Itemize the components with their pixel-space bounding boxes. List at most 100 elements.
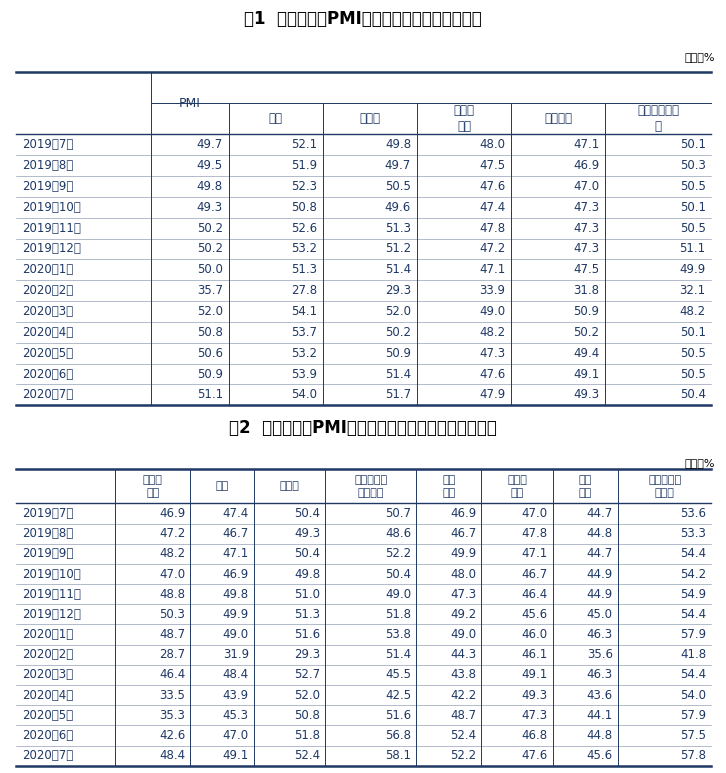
Text: 2020年7月: 2020年7月 xyxy=(22,749,73,762)
Text: 46.7: 46.7 xyxy=(450,527,476,540)
Text: 43.6: 43.6 xyxy=(587,689,613,702)
Text: 50.1: 50.1 xyxy=(680,201,706,214)
Text: 50.4: 50.4 xyxy=(294,547,320,560)
Text: 45.6: 45.6 xyxy=(587,749,613,762)
Text: 2019年9月: 2019年9月 xyxy=(22,547,73,560)
Text: 53.2: 53.2 xyxy=(291,346,317,359)
Text: 51.4: 51.4 xyxy=(386,649,412,661)
Text: 47.3: 47.3 xyxy=(522,709,548,722)
Text: 52.6: 52.6 xyxy=(291,222,317,234)
Text: 产成品
库存: 产成品 库存 xyxy=(507,475,527,498)
Text: 47.3: 47.3 xyxy=(573,201,599,214)
Text: 50.7: 50.7 xyxy=(386,507,412,520)
Text: 49.5: 49.5 xyxy=(197,159,223,172)
Text: 51.4: 51.4 xyxy=(385,264,411,276)
Text: 47.3: 47.3 xyxy=(479,346,505,359)
Text: 50.4: 50.4 xyxy=(680,388,706,401)
Text: 2019年8月: 2019年8月 xyxy=(22,159,73,172)
Text: 2019年9月: 2019年9月 xyxy=(22,180,73,193)
Text: 52.0: 52.0 xyxy=(385,305,411,318)
Text: 出厂
价格: 出厂 价格 xyxy=(442,475,456,498)
Text: 2020年5月: 2020年5月 xyxy=(22,709,73,722)
Text: 46.9: 46.9 xyxy=(223,567,249,581)
Text: 54.2: 54.2 xyxy=(680,567,706,581)
Text: 47.6: 47.6 xyxy=(479,367,505,380)
Text: 47.1: 47.1 xyxy=(573,138,599,152)
Text: 44.1: 44.1 xyxy=(587,709,613,722)
Text: 49.7: 49.7 xyxy=(385,159,411,172)
Text: 48.6: 48.6 xyxy=(386,527,412,540)
Text: 51.4: 51.4 xyxy=(385,367,411,380)
Text: 48.0: 48.0 xyxy=(479,138,505,152)
Text: 46.8: 46.8 xyxy=(522,729,548,742)
Text: 49.1: 49.1 xyxy=(521,669,548,682)
Text: 50.5: 50.5 xyxy=(386,180,411,193)
Text: 46.3: 46.3 xyxy=(587,669,613,682)
Text: 50.5: 50.5 xyxy=(680,180,706,193)
Text: 54.1: 54.1 xyxy=(291,305,317,318)
Text: 单位：%: 单位：% xyxy=(685,52,715,62)
Text: 35.6: 35.6 xyxy=(587,649,613,661)
Text: 33.5: 33.5 xyxy=(160,689,185,702)
Text: 54.4: 54.4 xyxy=(680,608,706,621)
Text: 54.9: 54.9 xyxy=(680,587,706,601)
Text: 50.3: 50.3 xyxy=(680,159,706,172)
Text: 50.8: 50.8 xyxy=(294,709,320,722)
Text: 2020年1月: 2020年1月 xyxy=(22,264,73,276)
Text: 50.8: 50.8 xyxy=(197,326,223,339)
Text: 53.6: 53.6 xyxy=(680,507,706,520)
Text: 2020年7月: 2020年7月 xyxy=(22,388,73,401)
Text: 51.3: 51.3 xyxy=(385,222,411,234)
Text: 45.0: 45.0 xyxy=(587,608,613,621)
Text: 52.4: 52.4 xyxy=(450,729,476,742)
Text: 52.0: 52.0 xyxy=(294,689,320,702)
Text: 供应商配送时
间: 供应商配送时 间 xyxy=(637,104,680,133)
Text: 表2  中国制造业PMI其他相关指标情况（经季节调整）: 表2 中国制造业PMI其他相关指标情况（经季节调整） xyxy=(229,419,497,437)
Text: 47.3: 47.3 xyxy=(573,222,599,234)
Text: 49.8: 49.8 xyxy=(223,587,249,601)
Text: 采购量: 采购量 xyxy=(280,482,300,492)
Text: 54.4: 54.4 xyxy=(680,669,706,682)
Text: 49.3: 49.3 xyxy=(573,388,599,401)
Text: 50.9: 50.9 xyxy=(197,367,223,380)
Text: 50.6: 50.6 xyxy=(197,346,223,359)
Text: 49.8: 49.8 xyxy=(385,138,411,152)
Text: 49.2: 49.2 xyxy=(450,608,476,621)
Text: 原材料
库存: 原材料 库存 xyxy=(454,104,475,133)
Text: 51.7: 51.7 xyxy=(385,388,411,401)
Text: 47.1: 47.1 xyxy=(479,264,505,276)
Text: 49.0: 49.0 xyxy=(223,628,249,641)
Text: 49.4: 49.4 xyxy=(573,346,599,359)
Text: 49.9: 49.9 xyxy=(450,547,476,560)
Text: 49.3: 49.3 xyxy=(294,527,320,540)
Text: 2020年3月: 2020年3月 xyxy=(22,305,73,318)
Text: 46.4: 46.4 xyxy=(521,587,548,601)
Text: 53.7: 53.7 xyxy=(291,326,317,339)
Text: 48.2: 48.2 xyxy=(479,326,505,339)
Text: 50.9: 50.9 xyxy=(574,305,599,318)
Text: 46.9: 46.9 xyxy=(450,507,476,520)
Text: 52.3: 52.3 xyxy=(291,180,317,193)
Text: 46.1: 46.1 xyxy=(521,649,548,661)
Text: 从业人员: 从业人员 xyxy=(544,112,572,125)
Text: 表1  中国制造业PMI及构成指数（经季节调整）: 表1 中国制造业PMI及构成指数（经季节调整） xyxy=(244,10,482,29)
Text: 50.4: 50.4 xyxy=(294,507,320,520)
Text: 54.0: 54.0 xyxy=(291,388,317,401)
Text: 2020年3月: 2020年3月 xyxy=(22,669,73,682)
Text: 44.9: 44.9 xyxy=(587,587,613,601)
Text: 47.8: 47.8 xyxy=(479,222,505,234)
Text: 47.9: 47.9 xyxy=(479,388,505,401)
Text: 43.8: 43.8 xyxy=(450,669,476,682)
Text: 49.1: 49.1 xyxy=(223,749,249,762)
Text: 44.7: 44.7 xyxy=(587,507,613,520)
Text: 在手
订单: 在手 订单 xyxy=(579,475,592,498)
Text: 49.8: 49.8 xyxy=(197,180,223,193)
Text: 50.3: 50.3 xyxy=(160,608,185,621)
Text: 47.0: 47.0 xyxy=(522,507,548,520)
Text: 2020年2月: 2020年2月 xyxy=(22,649,73,661)
Text: 45.3: 45.3 xyxy=(223,709,249,722)
Text: 50.5: 50.5 xyxy=(680,367,706,380)
Text: 27.8: 27.8 xyxy=(291,284,317,297)
Text: 43.9: 43.9 xyxy=(223,689,249,702)
Text: 52.7: 52.7 xyxy=(294,669,320,682)
